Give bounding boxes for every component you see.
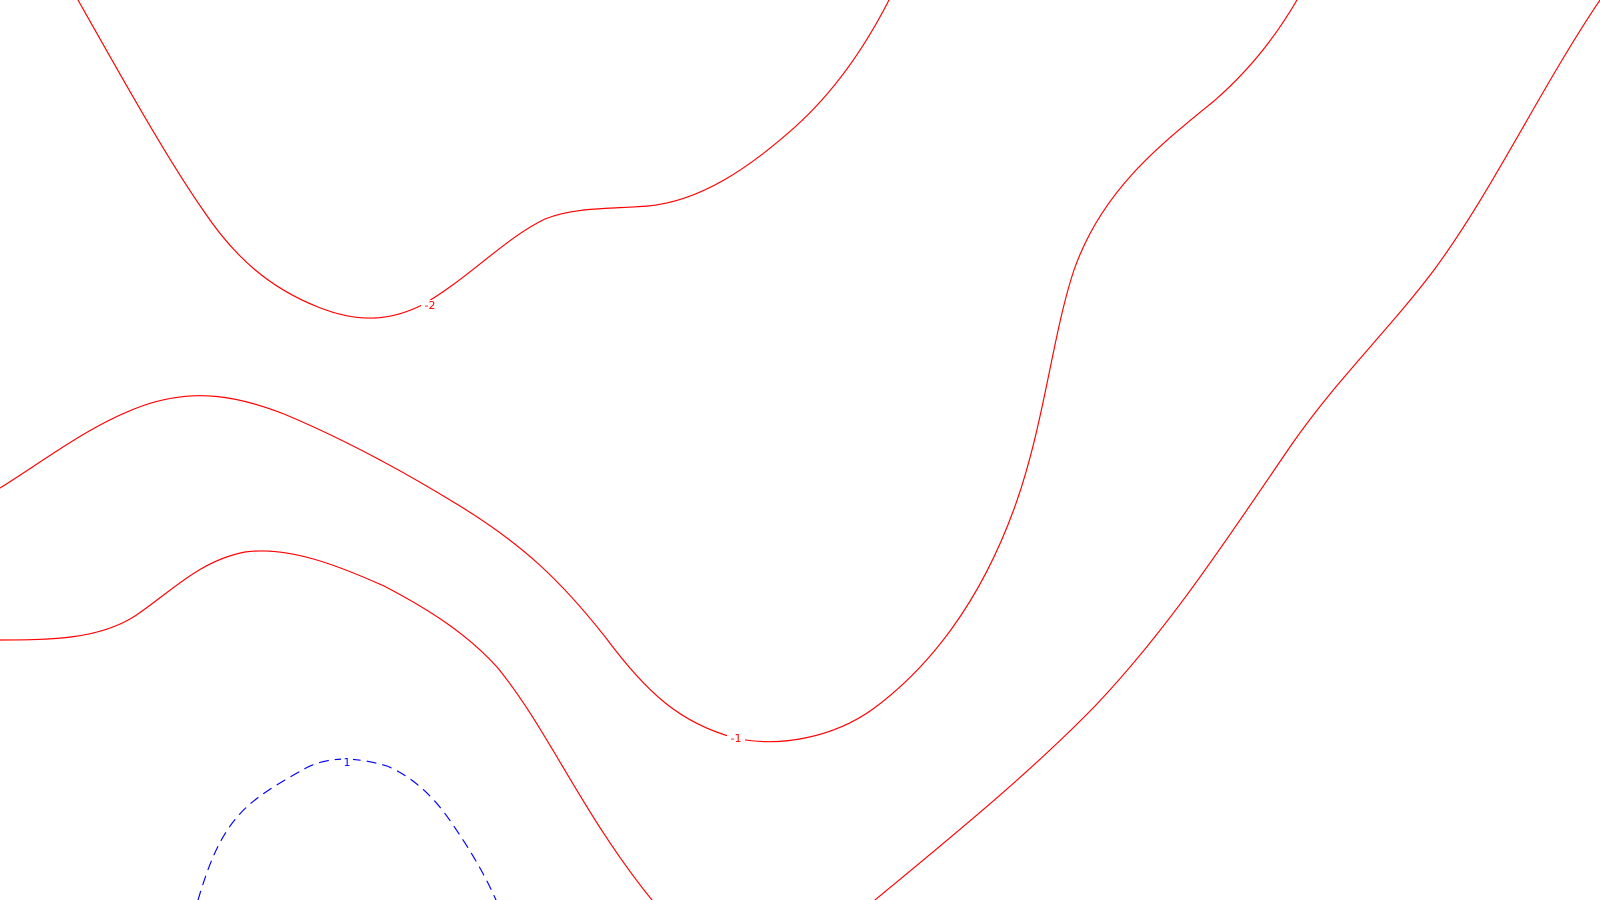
label-background-minus-one <box>727 733 745 746</box>
contour-label-minus-one: -1 <box>731 732 742 745</box>
contour-label-minus-two: -2 <box>425 299 436 312</box>
label-background-minus-two <box>421 300 439 313</box>
label-background-one <box>341 757 353 770</box>
contour-line-lower <box>0 550 653 900</box>
contour-line-right <box>874 0 1600 900</box>
contour-line-minus-one <box>0 0 1298 743</box>
contour-label-one: 1 <box>344 756 351 769</box>
contour-line-dashed-one <box>197 758 497 900</box>
contour-line-minus-two <box>77 0 890 319</box>
